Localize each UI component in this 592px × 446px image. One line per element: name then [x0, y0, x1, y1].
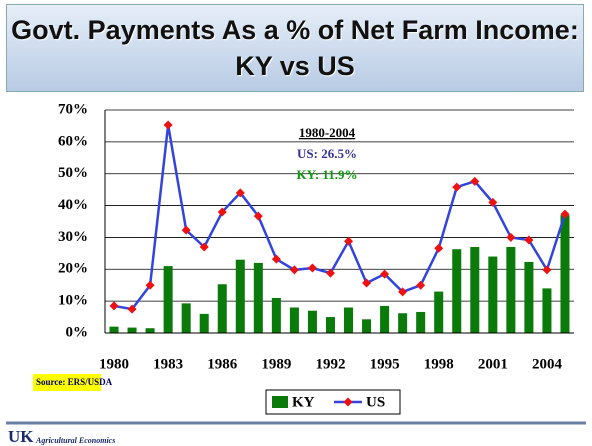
header: Govt. Payments As a % of Net Farm Income… — [6, 4, 584, 92]
y-tick-label: 30% — [58, 229, 88, 245]
bar — [488, 256, 498, 333]
marker — [325, 268, 335, 278]
marker — [289, 265, 299, 275]
source-box — [33, 374, 101, 391]
bar — [289, 307, 299, 333]
bar — [109, 326, 119, 333]
x-tick-label: 1995 — [370, 356, 400, 372]
bar — [271, 297, 281, 333]
marker — [253, 211, 263, 221]
bar — [362, 319, 372, 333]
legend-box — [265, 389, 401, 415]
footer-logo: UK — [8, 427, 34, 446]
y-tick-label: 0% — [66, 324, 89, 340]
marker — [271, 254, 281, 264]
bar — [217, 284, 227, 333]
bar — [452, 249, 462, 333]
x-tick-label: 1983 — [153, 356, 183, 372]
bar — [307, 310, 317, 333]
legend-marker — [343, 397, 353, 407]
marker — [488, 197, 498, 207]
marker — [380, 269, 390, 279]
bar — [145, 328, 155, 333]
marker — [109, 301, 119, 311]
bar — [560, 215, 570, 333]
marker — [235, 188, 245, 198]
x-tick-label: 1980 — [99, 356, 129, 372]
marker — [542, 265, 552, 275]
legend-label: KY — [292, 394, 315, 410]
marker — [344, 236, 354, 246]
y-tick-label: 50% — [58, 165, 88, 181]
marker — [163, 120, 173, 130]
x-tick-label: 2004 — [532, 356, 563, 372]
bar — [398, 313, 408, 333]
bar — [325, 317, 335, 333]
marker — [217, 207, 227, 217]
marker — [470, 176, 480, 186]
bar — [163, 266, 173, 333]
legend-label: US — [366, 394, 385, 410]
y-tick-label: 40% — [58, 197, 88, 213]
marker — [127, 304, 137, 314]
y-tick-label: 10% — [58, 293, 88, 309]
source: Source: ERS/USDA — [36, 377, 113, 387]
bar — [380, 305, 390, 333]
chart-title: Govt. Payments As a % of Net Farm Income… — [11, 15, 579, 81]
marker — [199, 242, 209, 252]
bar — [416, 311, 426, 333]
marker — [434, 243, 444, 253]
footer-dept: Agricultural Economics — [35, 436, 115, 445]
marker — [181, 225, 191, 235]
bar — [434, 291, 444, 333]
x-tick-label: 1998 — [424, 356, 454, 372]
line — [113, 124, 567, 311]
y-tick-label: 70% — [58, 101, 88, 117]
bar — [199, 313, 209, 333]
marker — [524, 235, 534, 245]
marker — [506, 232, 516, 242]
bar — [524, 261, 534, 333]
bar — [127, 327, 137, 333]
bar — [344, 307, 354, 333]
marker — [145, 280, 155, 290]
marker — [560, 209, 570, 219]
legend-swatch — [272, 396, 288, 408]
bar — [470, 246, 480, 333]
bar — [235, 259, 245, 333]
bar — [253, 262, 263, 333]
bar — [506, 246, 516, 333]
x-tick-label: 1992 — [315, 356, 345, 372]
marker — [307, 263, 317, 273]
marker — [398, 287, 408, 297]
marker — [452, 182, 462, 192]
annotation: 1980-2004 — [299, 125, 356, 140]
x-tick-label: 2001 — [478, 356, 508, 372]
annotation: KY: 11.9% — [297, 167, 358, 182]
bar — [181, 303, 191, 333]
x-tick-label: 1986 — [207, 356, 238, 372]
annotation: US: 26.5% — [297, 146, 357, 161]
x-tick-label: 1989 — [261, 356, 291, 372]
marker — [416, 280, 426, 290]
marker — [362, 278, 372, 288]
y-tick-label: 60% — [58, 133, 88, 149]
y-tick-label: 20% — [58, 261, 88, 277]
bar — [542, 288, 552, 333]
